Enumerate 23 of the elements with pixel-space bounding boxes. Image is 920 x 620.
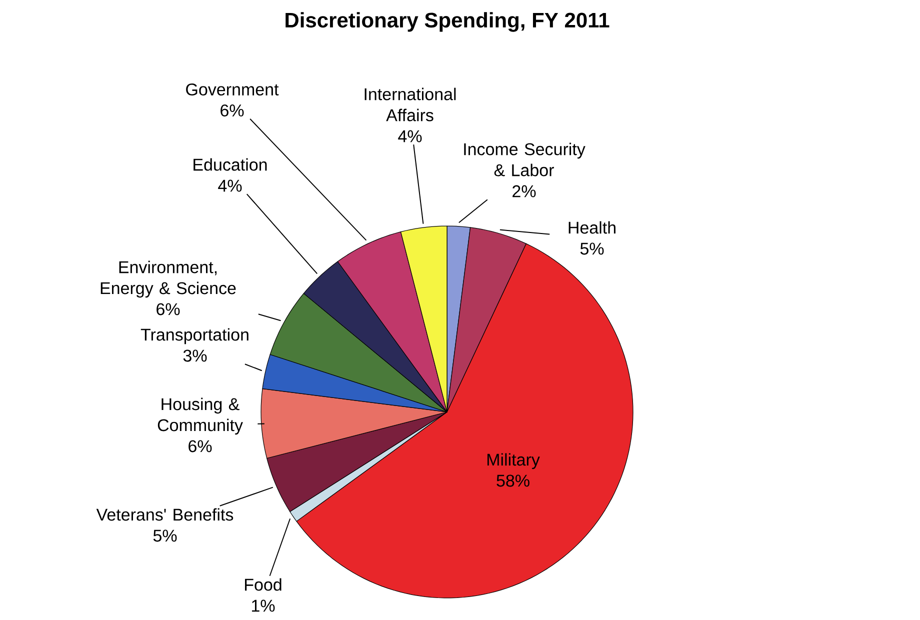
data-label: 58%	[496, 474, 530, 487]
slice-label: Transportation	[140, 328, 248, 344]
data-label: 4%	[218, 180, 242, 192]
slice-label: Education	[194, 158, 267, 171]
data-label: 6%	[156, 303, 180, 316]
slice-label: Environment, Energy & Science	[100, 260, 236, 298]
data-label: 6%	[188, 440, 212, 452]
data-label: 3%	[183, 350, 207, 362]
data-label: 5%	[153, 530, 177, 542]
slice-label: Health	[568, 221, 616, 234]
slice-label: Veterans' Benefits	[96, 508, 234, 521]
slice-label: Income Security & Labor	[464, 142, 586, 176]
data-label: 1%	[252, 600, 275, 612]
slice-label: Housing & Community	[158, 398, 243, 435]
data-label: 5%	[580, 242, 604, 255]
data-label: 6%	[220, 104, 244, 116]
slice-label: Food	[245, 578, 282, 591]
chart-title: Discretionary Spending, FY 2011	[286, 12, 610, 32]
data-label: 2%	[512, 185, 536, 198]
slice-label: International Affairs	[364, 88, 456, 122]
data-label: 4%	[398, 130, 422, 142]
slice-label: Government	[186, 83, 279, 96]
slice-label: Military	[487, 453, 540, 470]
